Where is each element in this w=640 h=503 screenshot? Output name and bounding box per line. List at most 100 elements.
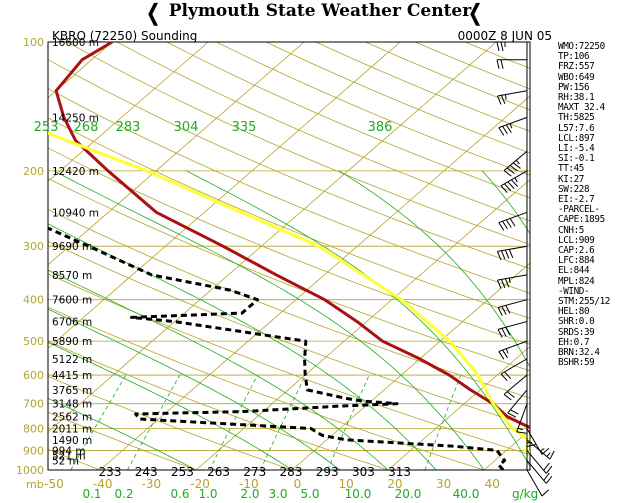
index-row: EI:-2.7	[558, 194, 595, 206]
theta-top-label: 335	[232, 120, 257, 135]
pressure-label-500: 500	[23, 335, 44, 348]
mixing-ratio-line-20	[528, 466, 530, 470]
mixing-ratio-label: 5.0	[300, 487, 319, 501]
wind-barb-350	[496, 274, 528, 289]
theta-bottom-label: 303	[352, 465, 375, 479]
wind-barb-staff	[503, 150, 528, 171]
isotherm--80	[0, 42, 16, 470]
height-label: 9690 m	[52, 241, 92, 253]
wind-barb-staff	[498, 340, 528, 352]
pressure-label-900: 900	[23, 444, 44, 457]
wind-barb-450	[497, 321, 528, 338]
dry-adiabat-30	[48, 273, 530, 456]
wind-barb-flag	[502, 125, 508, 135]
wind-barb-flag	[500, 59, 504, 69]
mixing-ratio-label: 3.0	[268, 487, 287, 501]
index-row: -PARCEL-	[558, 204, 600, 216]
temperature-tick-40: 40	[485, 477, 500, 491]
mixing-ratio-label: 1.0	[198, 487, 217, 501]
wind-barb-flag	[496, 251, 502, 261]
wind-barb-900	[526, 450, 553, 474]
mixing-ratio-line-5	[327, 374, 370, 470]
dry-adiabat-70	[48, 147, 530, 345]
wind-barb-flag	[541, 489, 550, 497]
wind-barb-flag	[502, 349, 508, 359]
height-label: 3765 m	[52, 385, 92, 397]
theta-bottom-label: 233	[99, 465, 122, 479]
index-row: TH:5825	[558, 112, 595, 124]
isotherm--60	[48, 42, 209, 182]
index-row: WBO:649	[558, 71, 595, 83]
wind-barb-flag	[543, 462, 550, 471]
plot-border	[47, 41, 531, 471]
index-row: RH:38.1	[558, 92, 595, 104]
wind-barb-flag	[504, 183, 512, 191]
wind-barb-flag	[496, 95, 502, 105]
background-lines	[0, 42, 530, 470]
index-row: SRDS:39	[558, 326, 595, 338]
index-row: SHR:0.0	[558, 316, 595, 328]
wind-barb-950	[526, 460, 553, 484]
time-label: 0000Z 8 JUN 05	[458, 29, 552, 43]
temperature-tick-10: 10	[339, 477, 354, 491]
wind-barb-500	[498, 340, 528, 360]
wind-barb-half-flag	[504, 94, 507, 100]
height-label: 5890 m	[52, 336, 92, 348]
pressure-label-200: 200	[23, 165, 44, 178]
isotherm--30	[48, 42, 497, 433]
wind-barb-flag	[549, 450, 555, 460]
wind-barb-staff	[497, 245, 528, 252]
wind-barb-staff	[516, 403, 528, 433]
wind-barb-half-flag	[517, 427, 523, 431]
isotherm-0	[291, 262, 530, 470]
wind-barb-half-flag	[546, 452, 551, 457]
wind-barb-flag	[504, 371, 512, 380]
height-label: 2011 m	[52, 424, 92, 436]
height-label: 14250 m	[52, 112, 99, 124]
pressure-label-1000: 1000	[16, 464, 44, 477]
index-row: LI:-5.4	[558, 143, 595, 155]
wind-barb-flag	[497, 307, 503, 316]
isotherm--50	[48, 42, 305, 266]
wind-barb-flag	[506, 391, 515, 398]
dry-adiabat-100	[48, 59, 530, 270]
wind-barb-staff	[497, 299, 528, 308]
mixing-ratio-label: 0.2	[114, 487, 133, 501]
index-row: STM:255/12	[558, 296, 610, 308]
height-label: 7600 m	[52, 295, 92, 307]
mixing-ratio-line-3	[260, 374, 307, 470]
wind-barb-flag	[511, 179, 519, 187]
trace-parcel	[48, 131, 530, 455]
wind-barb-150	[498, 116, 528, 136]
axis-labels: KBRO (72250) Sounding 0000Z 8 JUN 0510020…	[16, 29, 552, 501]
dry-adiabat-10	[48, 340, 389, 470]
wind-barb-staff	[497, 321, 528, 330]
height-label: 12420 m	[52, 166, 99, 178]
pressure-label-700: 700	[23, 398, 44, 411]
index-row: LFC:884	[558, 255, 595, 267]
height-label: 6706 m	[52, 317, 92, 329]
wind-barb-staff	[526, 428, 543, 455]
wind-barb-staff	[507, 389, 528, 414]
index-row: EH:0.7	[558, 336, 590, 348]
mixing-ratio-label: 10.0	[345, 487, 372, 501]
wind-barb-flag	[496, 41, 500, 52]
temperature-tick--50: -50	[44, 477, 64, 491]
wind-barb-750	[526, 416, 537, 448]
wind-barb-flag	[516, 431, 526, 434]
wind-barb-staff	[498, 211, 528, 224]
index-row: FRZ:557	[558, 61, 595, 73]
wind-barb-flag	[509, 165, 518, 172]
wind-barb-flag	[496, 59, 500, 69]
wind-barb-flag	[526, 444, 537, 448]
wind-barb-800	[526, 428, 550, 455]
index-row: BSHR:59	[558, 357, 595, 369]
index-row: SW:228	[558, 183, 590, 195]
isotherm--40	[48, 42, 401, 349]
mixing-ratio-label: 0.1	[82, 487, 101, 501]
mixing-ratio-label: 0.6	[170, 487, 189, 501]
index-row: WMO:72250	[558, 41, 605, 52]
wind-barb-flag	[505, 219, 512, 228]
wind-barb-flag	[500, 95, 506, 104]
index-row: LCL:909	[558, 234, 595, 246]
